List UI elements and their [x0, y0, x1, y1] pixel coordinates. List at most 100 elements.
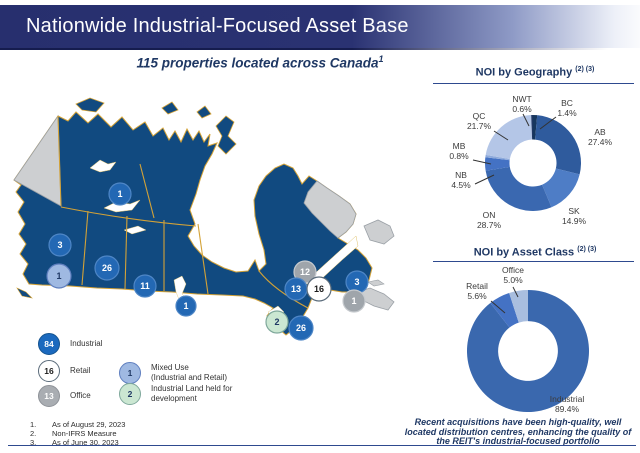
map-labrador — [303, 180, 357, 239]
geo-label-ab-pct: 27.4% — [587, 137, 613, 148]
legend-label-retail: Retail — [70, 366, 91, 375]
property-bubble-count: 3 — [57, 240, 62, 250]
title-bar: Nationwide Industrial-Focused Asset Base — [0, 5, 640, 48]
subtitle: 115 properties located across Canada1 — [100, 54, 420, 71]
bottom-rule — [8, 445, 636, 446]
footnote-1: 1. As of August 29, 2023 — [30, 420, 125, 429]
legend-circle-retail: 16 — [38, 360, 60, 382]
legend-label-land-line2: development — [151, 394, 197, 403]
legend-label-mixed-line1: Mixed Use — [151, 363, 189, 372]
legend-label-mixed-use: Mixed Use (Industrial and Retail) — [151, 363, 227, 383]
donut-slice-sk — [542, 168, 580, 208]
map-province-borders — [57, 115, 309, 309]
geo-label-nwt-name: NWT — [512, 94, 532, 104]
geo-label-on-name: ON — [482, 210, 496, 220]
legend-circle-industrial: 84 — [38, 333, 60, 355]
asset-label-industrial: Industrial 89.4% — [536, 394, 598, 414]
property-bubble-sk-industrial — [133, 274, 157, 298]
property-bubble-nwt-industrial — [108, 182, 132, 206]
asset-label-office-pct: 5.0% — [503, 275, 523, 286]
property-bubble-count: 11 — [140, 281, 150, 291]
footnote-3: 3. As of June 30, 2023 — [30, 438, 125, 447]
donut-slice-nwt — [531, 115, 533, 140]
geo-label-nb-pct: 4.5% — [451, 180, 471, 191]
donut-slice-mb — [485, 154, 510, 161]
property-bubble-count: 26 — [296, 323, 306, 333]
asset-class-chart-header: NOI by Asset Class (2) (3) — [433, 246, 637, 259]
asset-class-header-rule — [433, 261, 634, 262]
donut-slice-office — [509, 290, 528, 323]
donut-slice-nb — [485, 157, 510, 171]
donut-slice-bc — [533, 115, 538, 140]
property-bubble-count: 2 — [274, 317, 279, 327]
asset-label-retail: Retail 5.6% — [455, 281, 499, 301]
geo-label-bc: BC 1.4% — [545, 98, 589, 118]
legend-label-land-line1: Industrial Land held for — [151, 384, 233, 393]
geo-label-nwt-pct: 0.6% — [512, 104, 532, 115]
footnote-1-num: 1. — [30, 420, 37, 429]
footnote-3-num: 3. — [30, 438, 37, 447]
property-bubble-ns-office — [342, 289, 366, 313]
geo-label-ab-name: AB — [594, 127, 606, 137]
legend-item-mixed-use: 1 Mixed Use (Industrial and Retail) — [119, 362, 227, 384]
geography-header-superscript: (2) (3) — [575, 66, 595, 73]
asset-class-header-text: NOI by Asset Class — [473, 246, 575, 259]
property-bubble-ab-industrial — [94, 255, 120, 281]
property-bubble-count: 26 — [102, 263, 112, 273]
geography-header-rule — [433, 83, 634, 84]
legend-label-mixed-line2: (Industrial and Retail) — [151, 373, 228, 382]
property-bubble-count: 1 — [351, 296, 356, 306]
map-vancouver-island — [16, 287, 33, 299]
asset-label-industrial-pct: 89.4% — [554, 404, 580, 415]
property-bubble-count: 1 — [117, 189, 122, 199]
asset-label-retail-pct: 5.6% — [467, 291, 487, 302]
asset-label-office: Office 5.0% — [491, 265, 535, 285]
page-title: Nationwide Industrial-Focused Asset Base — [26, 15, 409, 37]
asset-label-industrial-name: Industrial — [549, 394, 585, 404]
subtitle-text: 115 properties located across Canada — [136, 55, 379, 71]
geo-label-qc-pct: 21.7% — [466, 121, 492, 132]
geo-label-bc-pct: 1.4% — [557, 108, 577, 119]
bottom-note: Recent acquisitions have been high-quali… — [404, 417, 632, 447]
footnote-2-text: Non-IFRS Measure — [52, 429, 117, 438]
property-bubble-qc-retail — [306, 276, 332, 302]
legend-label-industrial: Industrial — [70, 339, 103, 348]
legend-item-retail: 16 Retail — [38, 360, 90, 382]
map-pei — [367, 279, 385, 287]
donut-slice-industrial — [467, 290, 589, 412]
donut-slice-on — [485, 166, 552, 211]
geo-label-sk-name: SK — [568, 206, 580, 216]
asset-class-header-superscript: (2) (3) — [577, 246, 597, 253]
geo-label-mb: MB 0.8% — [437, 141, 481, 161]
asset-label-office-name: Office — [501, 265, 525, 275]
donut-slice-qc — [485, 115, 533, 160]
legend-label-land: Industrial Land held for development — [151, 384, 232, 404]
geo-label-sk: SK 14.9% — [552, 206, 596, 226]
footnote-2: 2. Non-IFRS Measure — [30, 429, 125, 438]
legend-label-office: Office — [70, 391, 91, 400]
geo-label-qc: QC 21.7% — [457, 111, 501, 131]
map-lake-athabasca — [123, 225, 147, 235]
property-bubble-bc-mixed — [46, 263, 72, 289]
map-newfoundland — [363, 219, 395, 245]
property-bubble-on-industrial — [288, 315, 314, 341]
geo-label-ab: AB 27.4% — [578, 127, 622, 147]
subtitle-superscript: 1 — [378, 54, 384, 64]
donut-slice-ab — [535, 115, 581, 175]
property-bubble-mb-industrial — [175, 295, 197, 317]
property-bubble-on-land — [265, 310, 289, 334]
geo-label-mb-name: MB — [452, 141, 466, 151]
geography-donut-chart — [485, 115, 581, 211]
legend-item-land: 2 Industrial Land held for development — [119, 383, 232, 405]
property-bubble-count: 12 — [300, 267, 310, 277]
geo-label-nb-name: NB — [455, 170, 467, 180]
legend-circle-land: 2 — [119, 383, 141, 405]
property-bubble-count: 1 — [183, 301, 188, 311]
geo-label-on: ON 28.7% — [467, 210, 511, 230]
legend-item-industrial: 84 Industrial — [38, 333, 102, 355]
property-bubble-count: 13 — [291, 284, 301, 294]
asset-label-retail-name: Retail — [466, 281, 488, 291]
